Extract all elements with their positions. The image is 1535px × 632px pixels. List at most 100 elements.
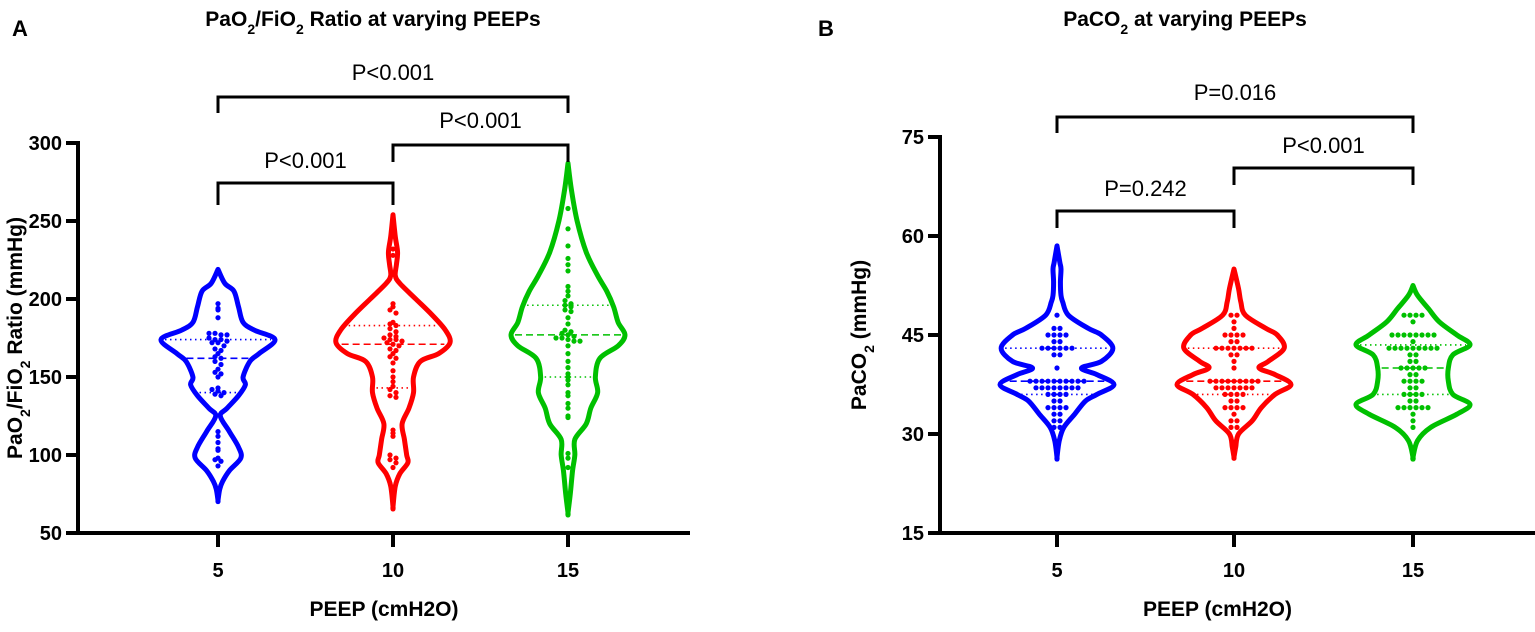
data-point (215, 433, 221, 439)
x-tick-label: 10 (1223, 560, 1245, 582)
data-point (1404, 365, 1410, 371)
data-point (399, 338, 405, 344)
data-point (1401, 405, 1407, 411)
subscript: 2 (247, 21, 255, 37)
data-point (1234, 405, 1240, 411)
y-tick-label: 100 (29, 445, 62, 467)
data-point (1051, 418, 1057, 424)
violin-outline (158, 266, 278, 505)
data-point (1228, 398, 1234, 404)
x-tick-label: 5 (212, 560, 223, 582)
data-point (1413, 358, 1419, 364)
significance-bracket: P=0.242 (1055, 176, 1236, 228)
data-point (1410, 345, 1416, 351)
data-point (1057, 418, 1063, 424)
text-part: (mmHg) (848, 260, 871, 345)
data-point (1425, 405, 1431, 411)
data-point (393, 390, 399, 396)
data-point (1425, 332, 1431, 338)
data-point (1410, 319, 1416, 325)
data-point (387, 457, 393, 463)
data-point (390, 374, 396, 380)
data-point (393, 355, 399, 361)
y-tick-label: 30 (902, 424, 924, 446)
data-point (393, 460, 399, 466)
panel-a: A PaO2/FiO2 Ratio at varying PEEPs5010015… (4, 8, 690, 621)
data-point (206, 335, 212, 341)
data-point (1231, 325, 1237, 331)
data-point (1057, 352, 1063, 358)
data-point (1228, 332, 1234, 338)
data-point (565, 293, 571, 299)
data-point (1051, 424, 1057, 430)
y-tick-label: 50 (40, 523, 62, 545)
data-point (1234, 312, 1240, 318)
bracket-line (1055, 209, 1236, 228)
data-point (1410, 339, 1416, 345)
data-point (1057, 378, 1063, 384)
data-point (1063, 405, 1069, 411)
data-point (1051, 339, 1057, 345)
data-point (1039, 378, 1045, 384)
data-point (1219, 345, 1225, 351)
subscript: 2 (861, 345, 877, 353)
data-point (1243, 385, 1249, 391)
data-point (1419, 405, 1425, 411)
data-point (1228, 405, 1234, 411)
data-point (1410, 365, 1416, 371)
data-point (1434, 345, 1440, 351)
text-part: at varying PEEPs (1128, 8, 1307, 31)
data-point (224, 338, 230, 344)
text-part: /FiO (255, 8, 296, 31)
data-point (565, 321, 571, 327)
data-point (1404, 345, 1410, 351)
data-point (1228, 312, 1234, 318)
data-point (553, 335, 559, 341)
data-point (1413, 378, 1419, 384)
data-point (1395, 405, 1401, 411)
data-point (1419, 332, 1425, 338)
data-point (218, 355, 224, 361)
data-point (390, 341, 396, 347)
data-point (1228, 418, 1234, 424)
x-tick-label: 5 (1051, 560, 1062, 582)
text-part: /FiO (4, 368, 27, 409)
data-point (390, 252, 396, 258)
data-point (1045, 385, 1051, 391)
data-point (1407, 405, 1413, 411)
violin-5 (158, 266, 278, 505)
data-point (1045, 405, 1051, 411)
data-point (1407, 372, 1413, 378)
bracket-line (216, 181, 395, 205)
data-point (393, 455, 399, 461)
data-point (1033, 385, 1039, 391)
data-point (1213, 378, 1219, 384)
data-point (1051, 398, 1057, 404)
data-point (387, 336, 393, 343)
data-point (1416, 345, 1422, 351)
data-point (212, 336, 218, 343)
violin-15 (508, 160, 628, 518)
data-point (568, 301, 574, 307)
data-point (1401, 378, 1407, 384)
data-point (562, 327, 568, 333)
x-axis-label: PEEP (cmH2O) (1143, 598, 1292, 621)
data-point (1234, 424, 1240, 430)
y-axis-label: PaO2/FiO2 Ratio (mmHg) (4, 217, 33, 459)
data-point (1413, 405, 1419, 411)
data-point (1225, 345, 1231, 351)
data-point (565, 343, 571, 349)
data-point (212, 346, 218, 352)
data-point (1237, 385, 1243, 391)
y-tick-label: 15 (902, 523, 924, 545)
data-point (1234, 339, 1240, 345)
data-point (565, 365, 571, 371)
data-point (1057, 424, 1063, 430)
data-point (1401, 332, 1407, 338)
data-point (218, 336, 224, 343)
data-point (565, 243, 571, 249)
data-point (215, 315, 221, 321)
data-point (1045, 345, 1051, 351)
p-value-label: P<0.001 (1282, 133, 1365, 158)
